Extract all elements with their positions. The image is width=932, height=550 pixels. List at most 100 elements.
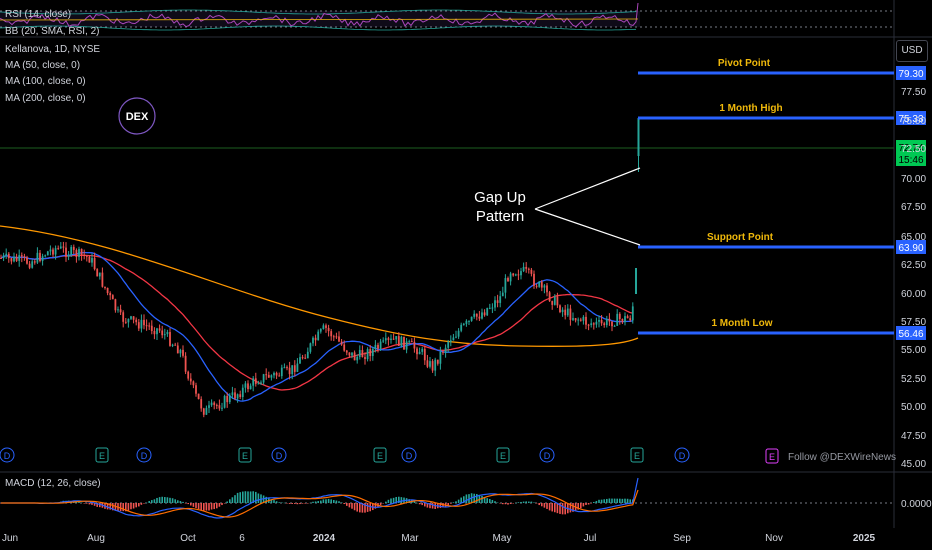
macd-histogram-bar xyxy=(80,502,83,504)
candle-body xyxy=(566,308,569,316)
macd-histogram-bar xyxy=(200,503,202,511)
macd-histogram-bar xyxy=(296,503,299,505)
gap-candle xyxy=(637,118,640,156)
macd-histogram-bar xyxy=(169,497,171,503)
macd-histogram-bar xyxy=(148,500,150,503)
candle-body xyxy=(343,344,346,351)
macd-histogram-bar xyxy=(561,503,564,515)
ma100-line xyxy=(0,254,633,391)
macd-histogram-bar xyxy=(252,491,254,503)
price-tick-label: 62.50 xyxy=(901,260,926,271)
candle-body xyxy=(629,318,632,321)
candle-body xyxy=(468,320,470,322)
macd-histogram-bar xyxy=(353,503,356,511)
candle-body xyxy=(319,329,322,332)
macd-indicator-label[interactable]: MACD (12, 26, close) xyxy=(5,478,101,489)
candle-body xyxy=(452,337,455,341)
macd-histogram-bar xyxy=(317,501,319,503)
macd-histogram-bar xyxy=(184,503,187,504)
bb-upper-line xyxy=(0,9,637,15)
price-tick-label: 72.50 xyxy=(901,144,926,155)
ma50-label[interactable]: MA (50, close, 0) xyxy=(5,60,81,71)
dividend-marker-icon xyxy=(674,447,690,463)
dividend-marker-icon xyxy=(401,447,417,463)
candle-body xyxy=(288,367,291,375)
candle-body xyxy=(403,336,405,350)
macd-histogram-bar xyxy=(582,503,585,507)
price-tick-label: 77.50 xyxy=(901,87,926,98)
rsi-pane xyxy=(0,2,640,31)
candle-body xyxy=(501,292,504,297)
macd-histogram-bar xyxy=(398,496,400,503)
candle-body xyxy=(465,320,468,324)
candle-body xyxy=(460,324,463,331)
candle-body xyxy=(195,385,197,394)
candle-body xyxy=(473,313,476,317)
macd-histogram-bar xyxy=(624,498,626,503)
macd-histogram-bar xyxy=(281,502,283,503)
macd-histogram-bar xyxy=(502,503,504,505)
candle-body xyxy=(540,281,543,288)
candle-body xyxy=(80,248,83,255)
time-tick-label: 6 xyxy=(239,533,245,544)
macd-histogram-bar xyxy=(499,503,501,504)
earnings-marker-text: E xyxy=(377,451,383,461)
macd-histogram-bar xyxy=(190,503,192,506)
macd-histogram-bar xyxy=(309,502,312,504)
bb-indicator-label[interactable]: BB (20, SMA, RSI, 2) xyxy=(5,26,100,37)
price-axis[interactable]: 77.50 75.00 72.50 70.00 67.50 65.00 62.50 60.00… xyxy=(901,87,926,470)
macd-histogram-bar xyxy=(99,503,101,508)
candle-body xyxy=(41,256,44,262)
level-label: 1 Month High xyxy=(719,103,782,114)
earnings-marker-icon xyxy=(630,447,644,463)
candle-body xyxy=(179,349,182,354)
candle-body xyxy=(306,351,309,359)
macd-histogram-bar xyxy=(247,491,249,503)
candle-body xyxy=(49,249,52,252)
ma100-label[interactable]: MA (100, close, 0) xyxy=(5,76,86,87)
macd-histogram-bar xyxy=(229,499,231,503)
candle-body xyxy=(75,249,78,257)
macd-histogram-bar xyxy=(140,503,143,505)
macd-histogram-bar xyxy=(226,501,228,503)
price-tick-label: 47.50 xyxy=(901,431,926,442)
candle-body xyxy=(527,268,530,270)
macd-histogram-bar xyxy=(143,503,145,504)
ma200-label[interactable]: MA (200, close, 0) xyxy=(5,93,86,104)
macd-histogram-bar xyxy=(572,503,574,512)
macd-histogram-bar xyxy=(265,496,267,503)
time-axis[interactable]: Jun Aug Oct 6 2024 Mar May Jul Sep Nov 2025 xyxy=(2,533,876,544)
macd-histogram-bar xyxy=(356,503,358,512)
earnings-flag-icon xyxy=(765,448,779,464)
macd-histogram-bar xyxy=(426,503,429,508)
symbol-title[interactable]: Kellanova, 1D, NYSE xyxy=(5,44,101,55)
macd-histogram-bar xyxy=(216,503,218,509)
level-price-tag xyxy=(896,326,926,340)
candle-body xyxy=(371,348,374,357)
time-tick-label: May xyxy=(493,533,512,544)
candle-body xyxy=(267,374,270,378)
candle-body xyxy=(470,316,473,321)
candle-body xyxy=(174,344,177,346)
price-tick-label: 67.50 xyxy=(901,202,926,213)
time-tick-label: Jul xyxy=(584,533,597,544)
rsi-indicator-label[interactable]: RSI (14, close) xyxy=(5,9,72,20)
candle-body xyxy=(109,293,112,296)
macd-histogram-bar xyxy=(125,503,127,512)
candle-body xyxy=(273,372,275,376)
macd-histogram-bar xyxy=(348,503,351,508)
currency-button[interactable]: USD xyxy=(896,40,928,62)
candle-body xyxy=(366,349,369,360)
candle-body xyxy=(104,286,106,288)
svg-text:DEX: DEX xyxy=(126,111,149,123)
macd-histogram-bar xyxy=(504,503,507,505)
candle-body xyxy=(114,299,117,311)
candle-body xyxy=(254,378,257,384)
level-price-tag-text: 75.33 xyxy=(898,114,923,125)
candle-body xyxy=(608,318,611,322)
candle-body xyxy=(509,273,512,282)
candle-body xyxy=(416,348,418,355)
candle-body xyxy=(150,325,153,331)
